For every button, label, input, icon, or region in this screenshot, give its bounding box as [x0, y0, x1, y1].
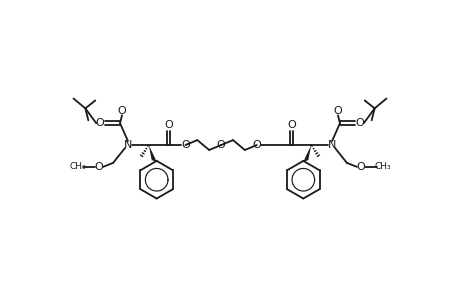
Text: O: O [95, 118, 104, 128]
Text: O: O [118, 106, 126, 116]
Text: N: N [327, 140, 336, 150]
Text: O: O [356, 162, 364, 172]
Polygon shape [304, 145, 311, 161]
Text: O: O [355, 118, 364, 128]
Text: CH₃: CH₃ [374, 162, 390, 171]
Text: O: O [252, 140, 261, 150]
Text: O: O [164, 120, 173, 130]
Text: CH₃: CH₃ [69, 162, 85, 171]
Polygon shape [148, 145, 155, 161]
Text: O: O [95, 162, 103, 172]
Text: N: N [123, 140, 132, 150]
Text: O: O [286, 120, 295, 130]
Text: O: O [216, 140, 225, 150]
Text: O: O [333, 106, 341, 116]
Text: O: O [181, 140, 190, 150]
